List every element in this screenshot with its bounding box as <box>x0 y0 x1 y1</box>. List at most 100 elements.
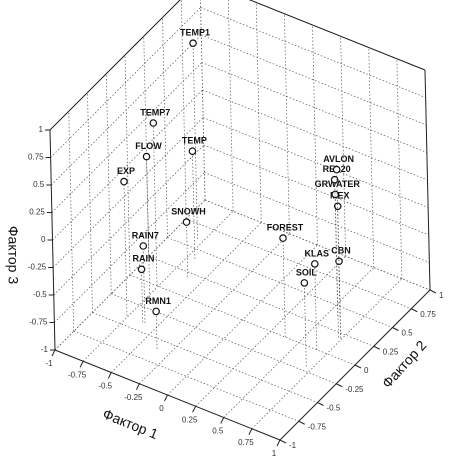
grid-line <box>87 92 93 313</box>
point <box>188 147 197 155</box>
z-tick-label: 1 <box>39 125 44 134</box>
tick-mark <box>164 394 168 402</box>
grid-line <box>312 24 318 246</box>
point-label: MEX <box>330 191 350 201</box>
z-tick-label: -0.25 <box>28 263 47 272</box>
y-tick-label: -1 <box>289 441 297 450</box>
x-tick-label: 0.25 <box>182 415 198 424</box>
point-label: SOIL <box>296 267 318 277</box>
point-label: TEMP <box>182 136 207 146</box>
grid-line <box>203 144 429 236</box>
point <box>310 260 319 268</box>
grid-line <box>52 89 203 241</box>
grid-line <box>223 267 374 418</box>
point-label: TEMP7 <box>140 107 170 117</box>
point-label: AVLON <box>323 154 354 164</box>
drop-line <box>314 263 318 350</box>
x-tick-label: -0.5 <box>98 382 112 391</box>
drop-line <box>304 282 307 367</box>
x-tick-label: 1 <box>272 449 277 456</box>
grid-line <box>82 211 234 362</box>
point <box>333 202 342 211</box>
drop-line <box>336 169 341 318</box>
drop-line <box>282 238 286 338</box>
drop-line <box>192 151 196 259</box>
tick-mark <box>354 364 362 369</box>
x-tick-label: 0.5 <box>212 427 224 436</box>
point-label: FLOW <box>135 141 162 151</box>
tick-mark <box>336 383 343 388</box>
tick-mark <box>317 402 324 406</box>
drop-line <box>146 156 151 304</box>
grid-line <box>202 117 429 208</box>
point <box>330 175 339 184</box>
tick-mark <box>298 420 305 425</box>
grid-line <box>124 54 131 276</box>
point <box>331 190 340 199</box>
z-tick-label: 0.75 <box>28 153 44 162</box>
grid-line <box>148 255 374 347</box>
y-tick-label: -0.25 <box>345 385 364 394</box>
point <box>279 234 287 242</box>
tick-mark <box>51 349 56 357</box>
tick-mark <box>192 406 197 413</box>
point-label: EXP <box>117 166 135 176</box>
grid-line <box>251 278 403 429</box>
drop-line <box>142 245 146 324</box>
grid-line <box>227 0 234 212</box>
z-tick-label: 0 <box>41 235 46 244</box>
point-label: FOREST <box>267 222 304 232</box>
drop-line <box>186 222 189 278</box>
point-label: CBN <box>331 246 351 256</box>
point <box>300 279 309 287</box>
tick-mark <box>373 345 380 350</box>
y-tick-label: -0.75 <box>308 422 327 431</box>
grid-line <box>51 34 202 186</box>
point <box>120 177 128 186</box>
point-label: RMN1 <box>145 296 171 306</box>
y-tick-label: 1 <box>439 291 444 300</box>
grid-line <box>51 62 203 213</box>
tick-mark <box>411 308 418 313</box>
y-tick-label: -0.5 <box>327 404 341 413</box>
grid-line <box>167 244 318 396</box>
drop-line <box>141 269 144 323</box>
point-label: GRWATER <box>315 179 361 189</box>
drop-line <box>152 122 158 286</box>
grid-line <box>200 0 206 201</box>
y-tick-label: 0 <box>364 366 369 375</box>
grid-line <box>54 172 205 323</box>
grid-line <box>340 36 346 257</box>
grid-line <box>368 47 375 268</box>
grid-line <box>68 111 75 332</box>
x-tick-label: -0.25 <box>124 393 143 402</box>
point <box>142 152 151 161</box>
z-tick-label: -0.75 <box>29 318 48 327</box>
drop-line <box>334 194 339 338</box>
tick-mark <box>107 372 112 379</box>
grid-line <box>396 58 403 279</box>
z-tick-label: -0.5 <box>33 290 47 299</box>
point <box>139 242 148 250</box>
z-tick-label: 0.5 <box>33 180 45 189</box>
grid-line <box>202 89 428 181</box>
point <box>152 307 160 316</box>
grid-line <box>53 144 204 296</box>
grid-line <box>143 36 150 257</box>
point <box>332 165 341 174</box>
point <box>149 119 158 127</box>
drop-line <box>192 43 198 240</box>
grid-line <box>52 117 204 268</box>
z-tick-label: -1 <box>41 345 49 354</box>
tick-mark <box>248 428 253 435</box>
grid-line <box>139 233 290 384</box>
tick-mark <box>135 383 140 390</box>
point-label: SNOWH <box>171 206 206 216</box>
point-label: KLAS <box>305 248 330 258</box>
z-tick-label: 0.25 <box>29 208 45 217</box>
point <box>182 218 191 226</box>
grid-line <box>162 17 168 238</box>
tick-mark <box>276 439 281 447</box>
point-label: RAIN <box>133 254 155 264</box>
